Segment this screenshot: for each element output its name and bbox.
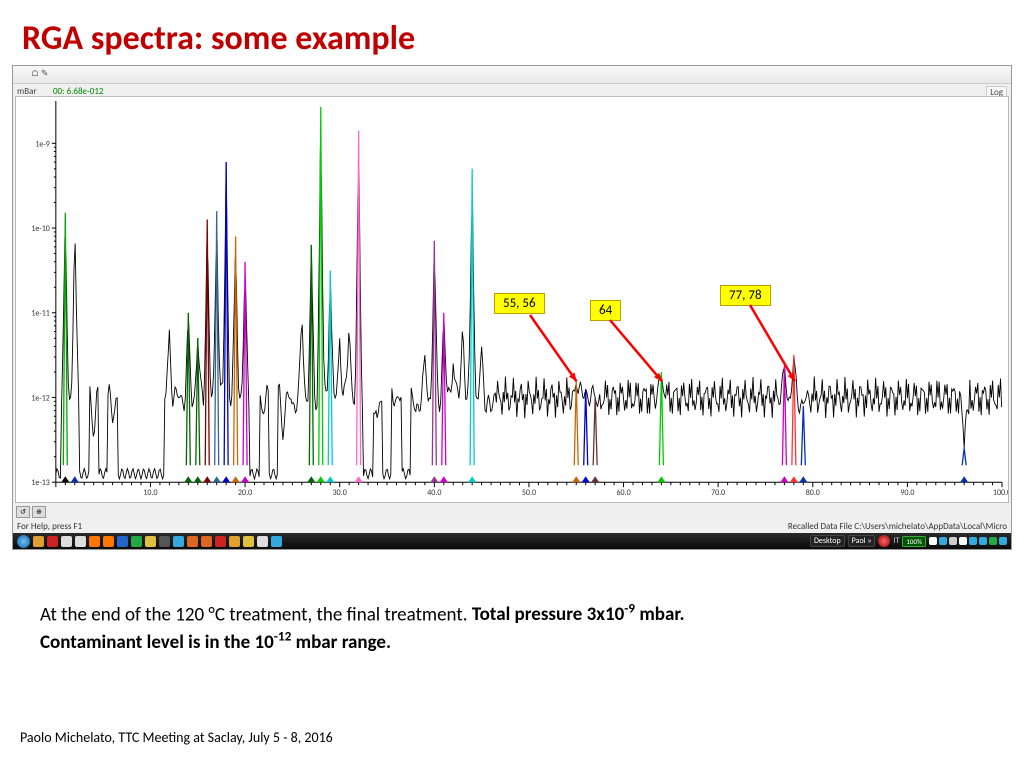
taskbar-app-icon[interactable]: [257, 536, 268, 547]
body-line1-bold: Total pressure 3x10: [472, 603, 624, 626]
zoom-button[interactable]: ⊕: [32, 506, 46, 518]
taskbar-battery[interactable]: 100%: [902, 536, 926, 547]
body-line1-exp: -9: [624, 600, 635, 617]
chart-bottom-toolbar: ↺ ⊕: [15, 505, 1009, 519]
svg-text:1e-9: 1e-9: [35, 139, 49, 149]
taskbar-app-icon[interactable]: [229, 536, 240, 547]
svg-text:1e-13: 1e-13: [31, 478, 50, 488]
tray-icon[interactable]: [939, 537, 947, 545]
slide-title: RGA spectra: some example: [0, 0, 1024, 65]
taskbar-lang-indicator[interactable]: IT: [893, 536, 899, 546]
svg-text:90.0: 90.0: [900, 488, 914, 498]
taskbar-app-icon[interactable]: [89, 536, 100, 547]
status-file-path: Recalled Data File C:\Users\michelato\Ap…: [788, 521, 1007, 532]
taskbar-app-icon[interactable]: [75, 536, 86, 547]
reset-zoom-button[interactable]: ↺: [16, 506, 30, 518]
taskbar-app-icon[interactable]: [103, 536, 114, 547]
taskbar-red-icon[interactable]: [878, 535, 890, 547]
taskbar-app-icon[interactable]: [201, 536, 212, 547]
svg-text:80.0: 80.0: [806, 488, 820, 498]
svg-text:70.0: 70.0: [711, 488, 725, 498]
tray-icon[interactable]: [999, 537, 1007, 545]
taskbar-desktop-button[interactable]: Desktop: [810, 535, 845, 547]
tray-icon[interactable]: [929, 537, 937, 545]
tray-icon[interactable]: [959, 537, 967, 545]
tray-icon[interactable]: [979, 537, 987, 545]
body-paragraph: At the end of the 120 °C treatment, the …: [40, 600, 980, 656]
taskbar-user-label[interactable]: Paol »: [848, 535, 876, 547]
tray-icon[interactable]: [949, 537, 957, 545]
body-line2a: Contaminant level is in the 10: [40, 631, 274, 654]
toolbar-glyphs: ⌂ ✎: [31, 68, 48, 79]
status-bar: For Help, press F1 Recalled Data File C:…: [13, 519, 1011, 533]
taskbar-app-icon[interactable]: [271, 536, 282, 547]
taskbar-app-icon[interactable]: [159, 536, 170, 547]
status-help-text: For Help, press F1: [17, 521, 788, 532]
taskbar-app-icon[interactable]: [173, 536, 184, 547]
svg-text:1e-11: 1e-11: [31, 309, 50, 319]
app-toolbar: ⌂ ✎: [13, 66, 1011, 84]
tray-icon[interactable]: [989, 537, 997, 545]
taskbar-app-icon[interactable]: [33, 536, 44, 547]
body-line2-exp: -12: [274, 628, 292, 645]
taskbar-app-icon[interactable]: [131, 536, 142, 547]
taskbar-app-icon[interactable]: [61, 536, 72, 547]
svg-text:1e-12: 1e-12: [31, 393, 50, 403]
svg-text:30.0: 30.0: [333, 488, 347, 498]
taskbar-app-icon[interactable]: [215, 536, 226, 547]
svg-text:100.0: 100.0: [993, 488, 1008, 498]
taskbar-app-icon[interactable]: [187, 536, 198, 547]
svg-text:40.0: 40.0: [427, 488, 441, 498]
tray-icon[interactable]: [969, 537, 977, 545]
body-line1-bold-after: mbar.: [635, 603, 685, 626]
windows-taskbar[interactable]: Desktop Paol » IT 100%: [13, 533, 1011, 549]
taskbar-app-icon[interactable]: [117, 536, 128, 547]
start-button-icon[interactable]: [17, 535, 30, 548]
taskbar-app-icon[interactable]: [47, 536, 58, 547]
footer-credit: Paolo Michelato, TTC Meeting at Saclay, …: [20, 729, 333, 746]
annotation-label: 77, 78: [720, 285, 771, 306]
svg-text:1e-10: 1e-10: [31, 224, 50, 234]
body-line2b: mbar range.: [291, 631, 391, 654]
svg-text:50.0: 50.0: [522, 488, 536, 498]
annotation-label: 55, 56: [494, 293, 545, 314]
annotation-label: 64: [590, 300, 621, 321]
body-line1-plain: At the end of the 120 °C treatment, the …: [40, 603, 472, 626]
svg-text:60.0: 60.0: [616, 488, 630, 498]
svg-text:20.0: 20.0: [238, 488, 252, 498]
svg-text:10.0: 10.0: [143, 488, 157, 498]
taskbar-app-icon[interactable]: [243, 536, 254, 547]
taskbar-app-icon[interactable]: [145, 536, 156, 547]
